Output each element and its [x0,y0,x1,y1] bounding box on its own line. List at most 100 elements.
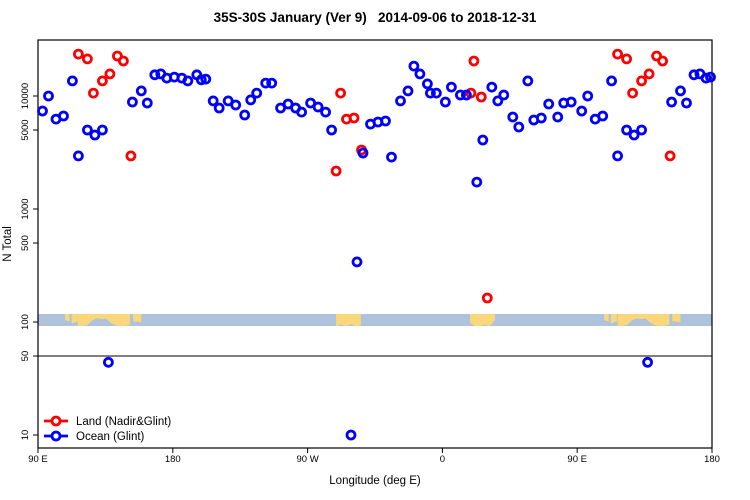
point-ocean [312,101,324,113]
point-ocean [498,89,510,101]
y-tick-label: 1000 [20,198,31,219]
x-axis: 90 E 180 90 W 0 90 E 180 [28,448,720,465]
y-tick-label: 10 [20,430,31,441]
plot-box [37,39,713,449]
point-ocean [477,134,489,146]
point-ocean [408,60,420,72]
legend-ocean-circle-icon [50,430,62,442]
map-band-land-patch [470,314,495,326]
y-axis-title: N Total [2,226,14,262]
point-ocean [681,97,692,109]
point-ocean [460,89,472,101]
point-ocean [213,102,225,114]
x-axis-title: Longitude (deg E) [329,475,421,487]
point-ocean [582,90,594,102]
point-ocean [320,106,332,118]
x-tick-label: 0 [440,454,445,465]
point-ocean [182,75,194,87]
point-ocean [357,147,369,159]
point-ocean [245,94,257,106]
chart-title: 35S-30S January (Ver 9) 2014-09-06 to 20… [214,10,537,25]
point-land [481,292,493,304]
point-ocean [414,68,426,80]
map-band-ocean [38,314,712,326]
point-land [118,55,129,67]
point-land [475,91,487,103]
point-ocean [628,129,640,141]
legend-land-circle-icon [50,415,62,427]
point-ocean [326,124,338,136]
point-ocean [195,74,207,86]
point-ocean [486,81,498,93]
map-band-land-patch [336,314,361,326]
point-ocean [535,112,547,124]
point-ocean [43,90,54,102]
point-ocean [606,75,617,87]
y-tick-label: 50 [20,351,31,362]
point-ocean [239,109,251,121]
point-ocean [207,95,219,107]
point-land [97,75,108,87]
y-tick-label: 5000 [20,119,31,140]
point-ocean [89,129,101,141]
point-land [125,150,137,162]
point-ocean [200,73,212,85]
point-ocean [565,96,577,108]
point-land [657,55,668,67]
point-ocean [522,75,534,87]
point-ocean [296,106,308,118]
point-land [468,55,480,67]
point-land [88,87,99,99]
point-ocean [705,71,716,83]
point-ocean [666,96,677,108]
y-tick-label: 500 [20,235,31,251]
point-land [104,68,116,80]
point-ocean [135,85,147,97]
point-ocean [700,72,712,84]
y-axis: 10000 5000 1000 500 100 50 10 [20,83,38,441]
y-tick-label: 10000 [20,83,31,109]
point-ocean [345,429,357,441]
x-tick-label: 90 E [567,454,587,465]
point-land [348,112,360,124]
map-band-land-patch [617,314,670,326]
point-land [627,87,638,99]
legend-ocean-label: Ocean (Glint) [76,431,145,443]
point-land [664,150,676,162]
point-ocean [507,111,519,123]
point-ocean [471,176,483,188]
data-points [37,48,716,441]
point-land [621,53,632,65]
point-ocean [421,78,433,90]
point-land [82,53,93,65]
map-band [38,314,712,326]
point-ocean [445,81,457,93]
point-ocean [430,87,442,99]
point-land [335,87,347,99]
point-ocean [380,115,391,127]
plot-border [37,39,713,449]
x-tick-label: 180 [165,454,181,465]
map-band-land-patch [610,314,617,324]
legend-land-label: Land (Nadir&Glint) [76,416,171,428]
point-ocean [351,256,363,268]
point-ocean [266,77,278,89]
legend-item-land: Land (Nadir&Glint) [44,415,171,428]
point-ocean [543,98,555,110]
point-ocean [37,105,48,117]
point-ocean [126,96,138,108]
x-tick-label: 90 W [297,454,319,465]
point-ocean [149,69,161,81]
point-land [330,165,342,177]
map-band-land-patch [65,314,70,322]
point-ocean [82,124,93,136]
point-land [643,68,655,80]
point-ocean [675,85,686,97]
point-ocean [424,87,436,99]
point-ocean [97,124,108,136]
point-ocean [513,121,525,133]
point-ocean [636,124,647,136]
point-ocean [552,111,564,123]
